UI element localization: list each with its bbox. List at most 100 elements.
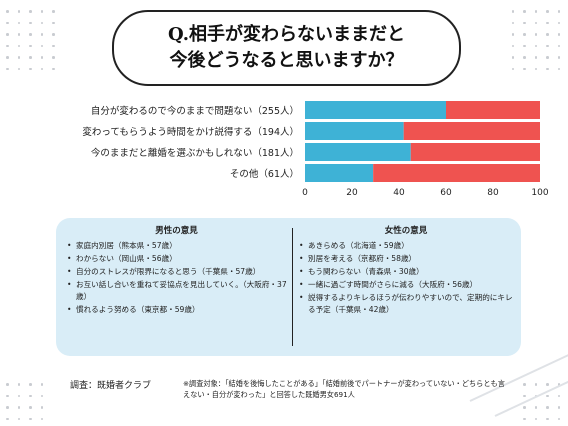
decorative-dot bbox=[17, 44, 20, 47]
decorative-dot bbox=[6, 44, 9, 47]
decorative-dot bbox=[29, 67, 32, 70]
decorative-dot bbox=[40, 394, 43, 397]
decorative-dot bbox=[52, 10, 55, 13]
category-label: 変わってもらうよう時間をかけ説得する（194人） bbox=[82, 126, 299, 138]
decorative-dot bbox=[40, 67, 43, 70]
decorative-dot bbox=[17, 394, 20, 397]
bar-segment-red bbox=[373, 164, 540, 182]
x-tick-label: 40 bbox=[393, 188, 405, 198]
x-tick-label: 60 bbox=[440, 188, 452, 198]
decorative-dot bbox=[523, 383, 526, 386]
decorative-dot bbox=[546, 67, 549, 70]
decorative-dot bbox=[511, 21, 514, 24]
decorative-dot bbox=[17, 21, 20, 24]
decorative-dot bbox=[523, 44, 526, 47]
decorative-dot bbox=[557, 417, 560, 420]
decorative-dot bbox=[17, 33, 20, 36]
bar-segment-red bbox=[410, 143, 540, 161]
female-opinion-item: 別居を考える（京都府・58歳） bbox=[296, 253, 516, 265]
decorative-dots-top-left bbox=[6, 10, 55, 70]
category-label: その他（61人） bbox=[230, 168, 299, 180]
decorative-dot bbox=[534, 417, 537, 420]
decorative-dot bbox=[29, 417, 32, 420]
male-opinion-item: 自分のストレスが限界になると思う（千葉県・57歳） bbox=[64, 266, 289, 278]
decorative-dot bbox=[557, 406, 560, 409]
opinions-panel: 男性の意見 家庭内別居（熊本県・57歳） わからない（岡山県・56歳） 自分のス… bbox=[56, 218, 521, 356]
decorative-dot bbox=[534, 406, 537, 409]
male-opinion-item: お互い話し合いを重ねて妥協点を見出していく。（大阪府・37歳） bbox=[64, 279, 289, 302]
decorative-dot bbox=[546, 10, 549, 13]
decorative-dot bbox=[17, 56, 20, 59]
decorative-dot bbox=[534, 67, 537, 70]
decorative-dot bbox=[6, 56, 9, 59]
category-label: 自分が変わるので今のままで問題ない（255人） bbox=[91, 105, 299, 117]
decorative-dot bbox=[523, 394, 526, 397]
decorative-dot bbox=[511, 10, 514, 13]
decorative-dot bbox=[546, 406, 549, 409]
decorative-dot bbox=[6, 406, 9, 409]
survey-source: 調査：既婚者クラブ bbox=[70, 381, 152, 391]
female-opinions: 女性の意見 あきらめる（北海道・59歳） 別居を考える（京都府・58歳） もう関… bbox=[296, 224, 516, 317]
decorative-dot bbox=[557, 44, 560, 47]
female-opinion-item: もう関わらない（青森県・30歳） bbox=[296, 266, 516, 278]
male-opinion-item: わからない（岡山県・56歳） bbox=[64, 253, 289, 265]
decorative-dot bbox=[557, 21, 560, 24]
female-opinion-item: 一緒に過ごす時間がさらに減る（大阪府・56歳） bbox=[296, 279, 516, 291]
decorative-dot bbox=[534, 44, 537, 47]
decorative-dot bbox=[6, 383, 9, 386]
decorative-dot bbox=[52, 33, 55, 36]
decorative-dot bbox=[52, 56, 55, 59]
decorative-dot bbox=[29, 21, 32, 24]
decorative-dot bbox=[557, 33, 560, 36]
decorative-dot bbox=[546, 417, 549, 420]
decorative-dot bbox=[17, 383, 20, 386]
decorative-dot bbox=[523, 67, 526, 70]
decorative-dot bbox=[40, 10, 43, 13]
decorative-dot bbox=[52, 21, 55, 24]
decorative-dot bbox=[6, 394, 9, 397]
decorative-dots-top-right bbox=[511, 10, 560, 70]
decorative-dot bbox=[511, 33, 514, 36]
decorative-dot bbox=[523, 406, 526, 409]
male-opinion-item: 家庭内別居（熊本県・57歳） bbox=[64, 240, 289, 252]
decorative-dot bbox=[40, 417, 43, 420]
decorative-dot bbox=[40, 21, 43, 24]
decorative-dot bbox=[29, 394, 32, 397]
decorative-dot bbox=[40, 406, 43, 409]
decorative-dot bbox=[40, 56, 43, 59]
x-tick-label: 100 bbox=[531, 188, 548, 198]
decorative-dot bbox=[546, 33, 549, 36]
decorative-dot bbox=[6, 33, 9, 36]
decorative-dot bbox=[6, 10, 9, 13]
survey-note: ※調査対象：「結婚を後悔したことがある」「結婚前後でパートナーが変わっていない・… bbox=[183, 379, 505, 399]
decorative-dot bbox=[557, 394, 560, 397]
decorative-dot bbox=[534, 56, 537, 59]
decorative-dot bbox=[523, 21, 526, 24]
decorative-dot bbox=[546, 394, 549, 397]
decorative-dot bbox=[29, 406, 32, 409]
bar-segment-blue bbox=[305, 164, 374, 182]
decorative-dot bbox=[29, 56, 32, 59]
female-opinion-item: あきらめる（北海道・59歳） bbox=[296, 240, 516, 252]
decorative-dot bbox=[17, 406, 20, 409]
bar-segment-blue bbox=[305, 143, 411, 161]
female-opinion-item: 説得するよりキレるほうが伝わりやすいので、定期的にキレる予定（千葉県・42歳） bbox=[296, 292, 516, 315]
decorative-dot bbox=[511, 67, 514, 70]
question-title: Q.相手が変わらないままだと 今後どうなると思いますか？ bbox=[112, 10, 461, 86]
bar-segment-red bbox=[403, 122, 540, 140]
decorative-dot bbox=[523, 56, 526, 59]
x-tick-label: 20 bbox=[346, 188, 358, 198]
male-opinions-title: 男性の意見 bbox=[155, 226, 198, 236]
decorative-dot bbox=[523, 33, 526, 36]
decorative-dot bbox=[534, 21, 537, 24]
decorative-dot bbox=[511, 44, 514, 47]
decorative-dot bbox=[6, 21, 9, 24]
decorative-dot bbox=[546, 21, 549, 24]
decorative-dot bbox=[534, 383, 537, 386]
decorative-dot bbox=[6, 417, 9, 420]
decorative-dot bbox=[557, 10, 560, 13]
bar-segment-blue bbox=[305, 101, 446, 119]
x-tick-label: 80 bbox=[487, 188, 499, 198]
decorative-dot bbox=[523, 417, 526, 420]
decorative-dot bbox=[17, 417, 20, 420]
